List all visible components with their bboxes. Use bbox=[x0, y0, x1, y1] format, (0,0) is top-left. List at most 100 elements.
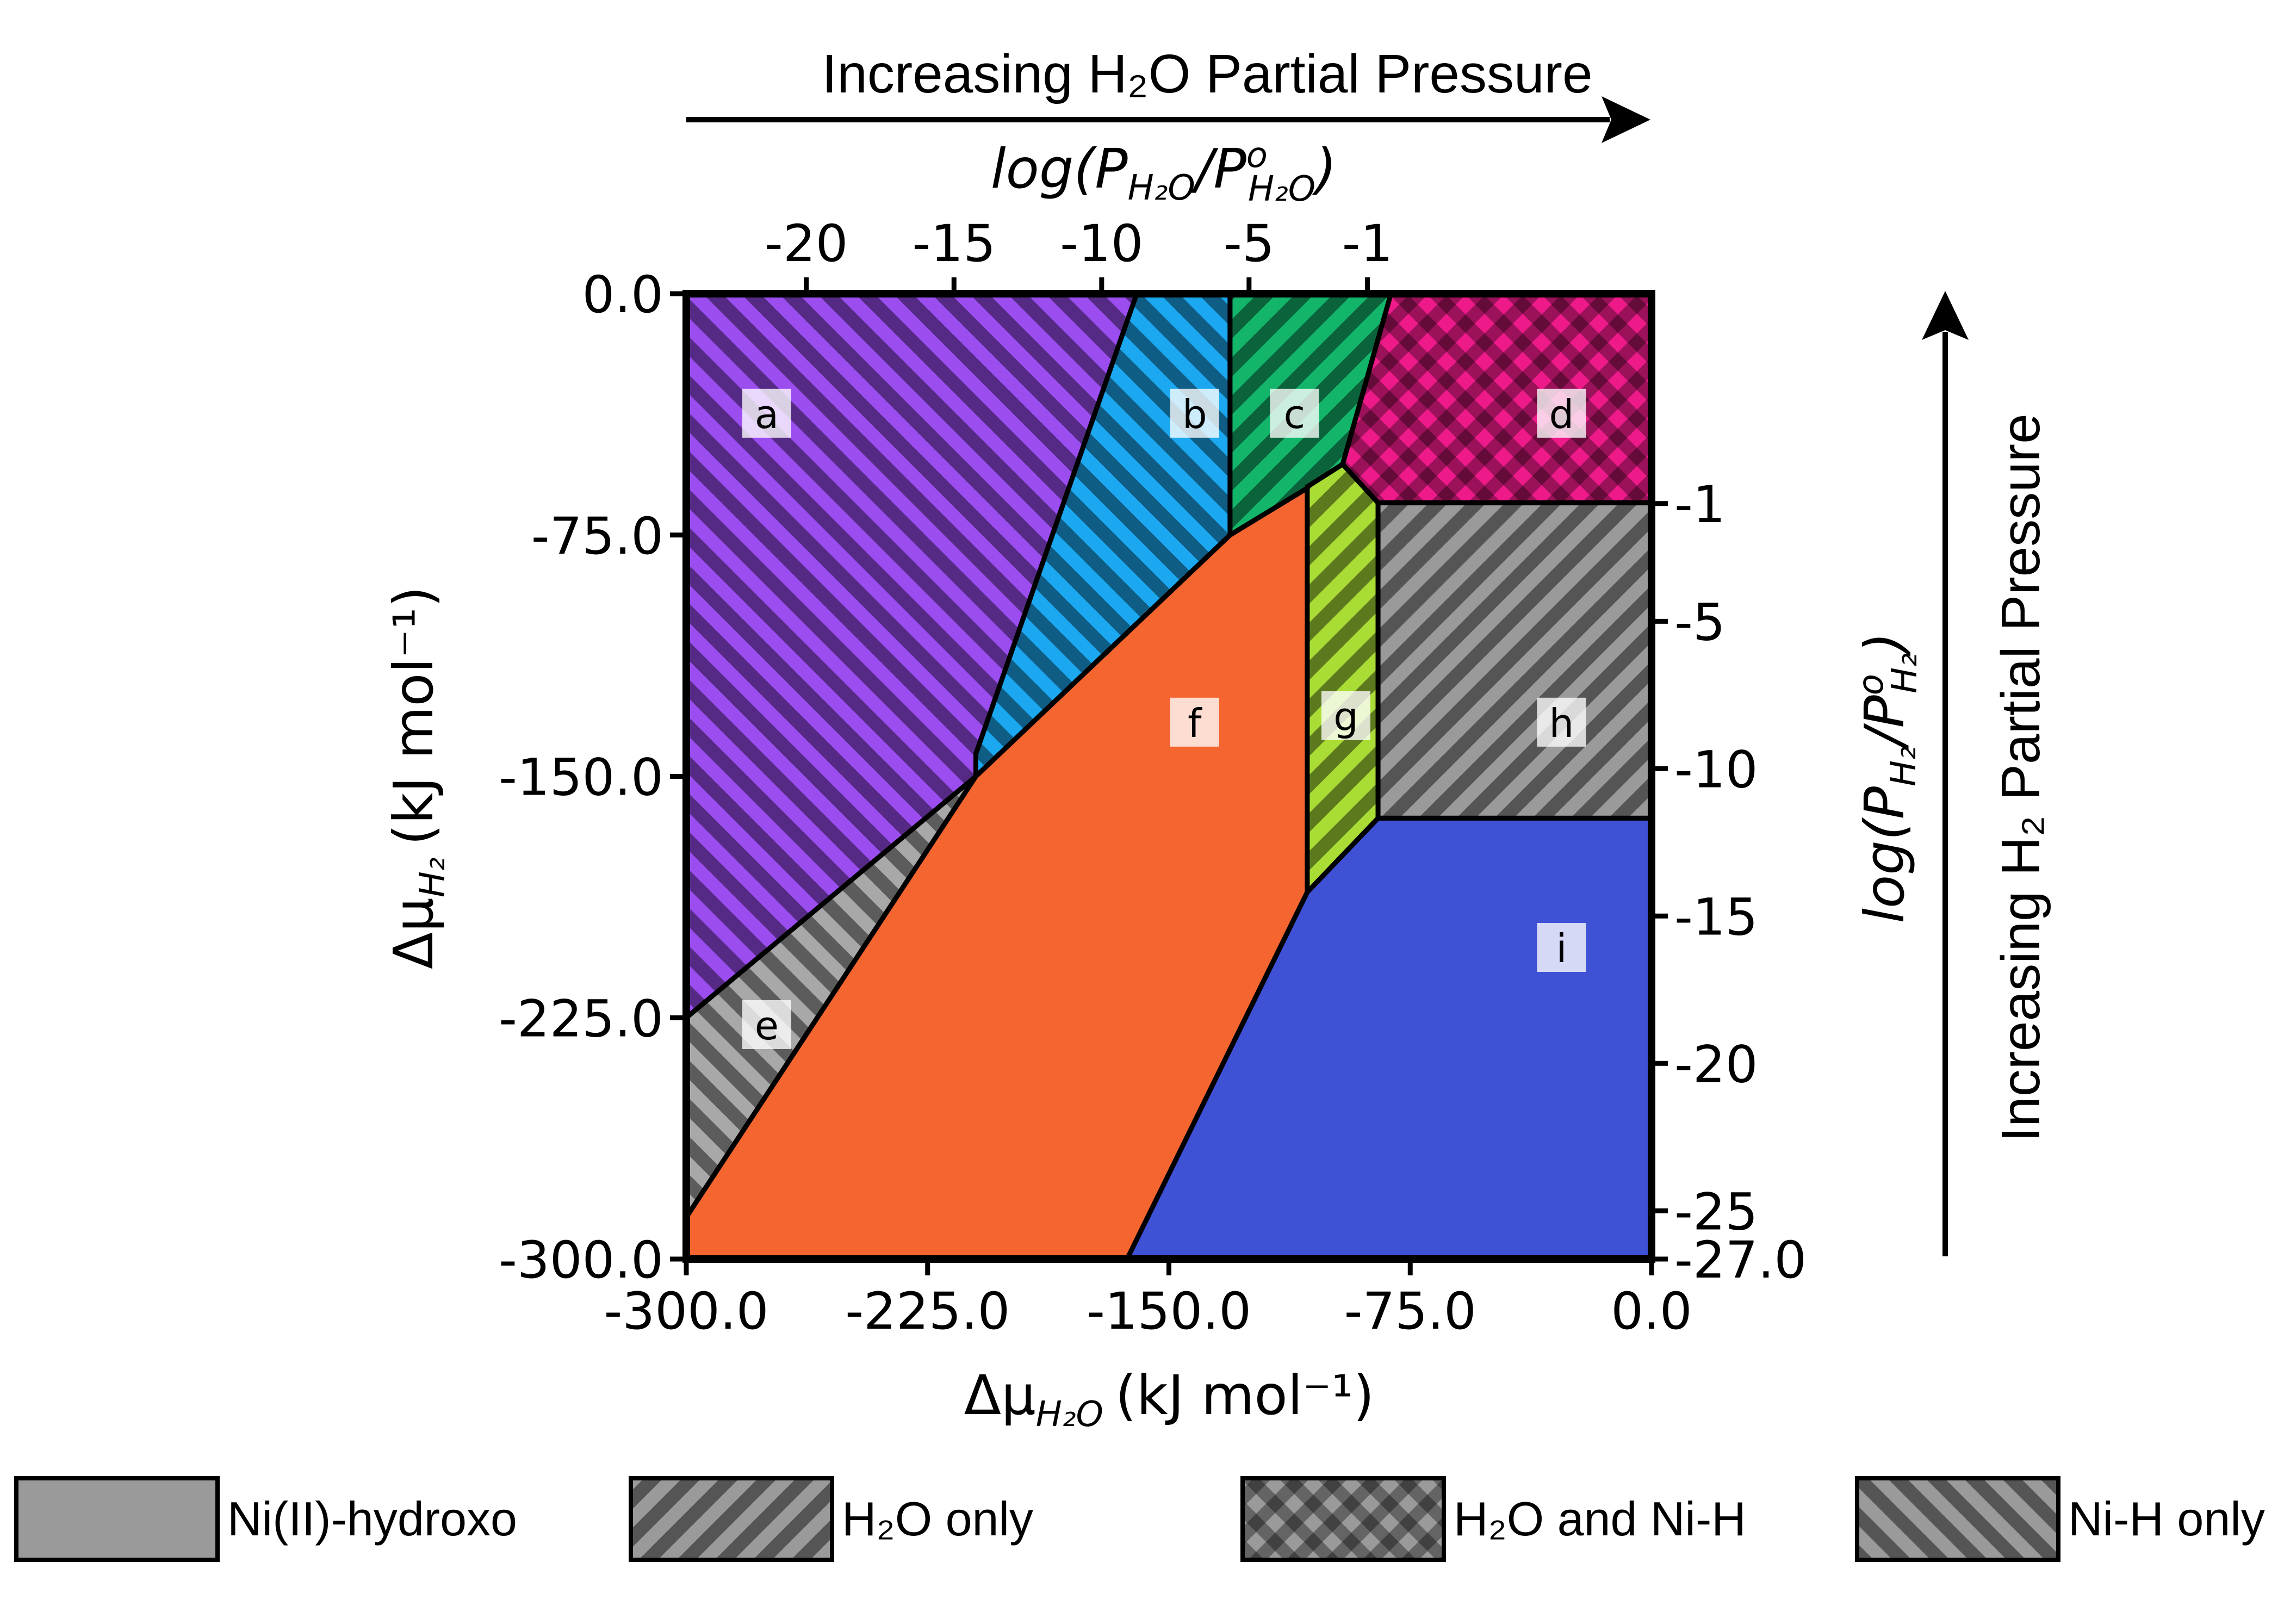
legend-swatch-border bbox=[629, 1476, 834, 1562]
region-labels-layer: a b c d e f g h i bbox=[742, 388, 1586, 1049]
legend-item-h2o-only: H₂O only bbox=[629, 1476, 1033, 1562]
legend-label: H₂O only bbox=[842, 1492, 1033, 1546]
region-label-text: c bbox=[1283, 392, 1305, 437]
region-label-box bbox=[1537, 923, 1586, 972]
legend-swatch-border bbox=[1240, 1476, 1446, 1562]
top-axis-title-sub2: H₂O bbox=[1248, 169, 1315, 209]
top-axis-title-suffix: ) bbox=[1312, 137, 1337, 201]
left-tick-label: -150.0 bbox=[499, 748, 663, 808]
region-i-fill bbox=[1127, 818, 1652, 1259]
region-label-d: d bbox=[1537, 388, 1586, 438]
region-h-hatch bbox=[1378, 503, 1652, 819]
region-label-c: c bbox=[1270, 388, 1319, 438]
region-i-border bbox=[1125, 815, 1652, 1259]
top-axis-ticks: -20 -15 -10 -5 -1 bbox=[765, 214, 1393, 294]
top-header-arrowhead bbox=[1602, 96, 1650, 143]
top-axis-title-sup: o bbox=[1246, 135, 1268, 176]
legend-swatch bbox=[16, 1478, 218, 1560]
left-tick-label: 0.0 bbox=[582, 265, 664, 325]
top-tick-label: -5 bbox=[1224, 214, 1275, 274]
region-a-hatch bbox=[686, 294, 1137, 1018]
region-label-g: g bbox=[1321, 691, 1370, 740]
right-tick-label: -20 bbox=[1674, 1035, 1758, 1094]
region-b-hatch bbox=[976, 294, 1230, 777]
top-axis-title: log(PH₂O/Po H₂O) bbox=[991, 135, 1337, 209]
region-label-text: a bbox=[755, 392, 779, 437]
region-label-text: e bbox=[755, 1003, 779, 1049]
region-d-hatch bbox=[1343, 294, 1652, 503]
legend-item-solid: Ni(II)-hydroxo bbox=[14, 1476, 517, 1562]
top-header-text: Increasing H₂O Partial Pressure bbox=[822, 44, 1592, 104]
region-label-box bbox=[742, 1000, 791, 1049]
right-axis-title-suffix: ) bbox=[1853, 632, 1916, 657]
region-label-text: f bbox=[1188, 701, 1202, 746]
top-header: Increasing H₂O Partial Pressure bbox=[686, 44, 1650, 143]
x-axis-quantity: Δμ bbox=[964, 1363, 1036, 1427]
top-tick-label: -20 bbox=[765, 214, 848, 274]
right-tick-label: -25 bbox=[1674, 1182, 1758, 1242]
bottom-tick-label: -300.0 bbox=[604, 1282, 768, 1341]
region-label-box bbox=[742, 388, 791, 438]
left-tick-label: -75.0 bbox=[531, 507, 663, 566]
top-axis-title-sub1: H₂O bbox=[1128, 168, 1195, 208]
bottom-tick-label: -150.0 bbox=[1087, 1282, 1251, 1341]
region-g-hatch bbox=[1307, 464, 1379, 892]
legend-swatch-border bbox=[14, 1476, 220, 1562]
y-axis-subscript: H₂ bbox=[413, 857, 453, 897]
right-tick-label: -5 bbox=[1674, 593, 1726, 652]
right-axis-title-mid: /P bbox=[1853, 695, 1916, 751]
region-label-text: g bbox=[1333, 694, 1358, 740]
right-tick-label: -15 bbox=[1674, 888, 1758, 947]
legend-swatch-hatch bbox=[631, 1478, 832, 1560]
region-label-b: b bbox=[1170, 388, 1219, 438]
right-tick-label: -10 bbox=[1674, 740, 1758, 799]
region-d bbox=[1340, 294, 1652, 506]
right-header-text: Increasing H₂ Partial Pressure bbox=[1990, 413, 2051, 1142]
bottom-tick-label: -225.0 bbox=[845, 1282, 1010, 1341]
y-axis-title: ΔμH₂ (kJ mol⁻¹) bbox=[382, 586, 453, 969]
region-label-text: b bbox=[1182, 392, 1207, 437]
right-axis-title: log(PH₂/PoH₂) bbox=[1851, 632, 1925, 923]
top-tick-label: -1 bbox=[1342, 214, 1393, 274]
top-tick-label: -10 bbox=[1060, 214, 1144, 274]
region-label-i: i bbox=[1537, 923, 1586, 972]
top-tick-label: -15 bbox=[913, 214, 996, 274]
left-tick-label: -225.0 bbox=[499, 989, 663, 1049]
region-h bbox=[1375, 500, 1652, 821]
regions-layer bbox=[686, 294, 1652, 1259]
x-axis-subscript: H₂O bbox=[1036, 1394, 1103, 1435]
bottom-axis-ticks: -300.0 -225.0 -150.0 -75.0 0.0 bbox=[604, 1259, 1692, 1341]
bottom-tick-label: -75.0 bbox=[1344, 1282, 1476, 1341]
y-axis-quantity: Δμ bbox=[382, 897, 445, 969]
region-label-a: a bbox=[742, 388, 791, 438]
right-axis-ticks: -1 -5 -10 -15 -20 -25-27.0 bbox=[1652, 475, 1807, 1290]
region-label-text: i bbox=[1556, 926, 1567, 971]
right-tick-label: -27.0 bbox=[1674, 1231, 1807, 1290]
legend: Ni(II)-hydroxo H₂O only H₂O and Ni-H Ni-H o… bbox=[14, 1476, 2265, 1562]
right-axis-title-sup: o bbox=[1851, 674, 1891, 695]
region-label-h: h bbox=[1537, 697, 1586, 747]
y-axis-units: (kJ mol⁻¹) bbox=[382, 586, 445, 845]
legend-swatch-hatch bbox=[1857, 1478, 2058, 1560]
legend-label: H₂O and Ni-H bbox=[1454, 1492, 1746, 1546]
region-label-box bbox=[1537, 697, 1586, 747]
x-axis-title: ΔμH₂O (kJ mol⁻¹) bbox=[964, 1363, 1375, 1435]
region-f-fill bbox=[686, 480, 1320, 1259]
right-tick-label: -1 bbox=[1674, 475, 1726, 535]
region-label-f: f bbox=[1170, 697, 1219, 747]
region-label-box bbox=[1321, 691, 1370, 740]
top-axis-title-mid: /P bbox=[1191, 137, 1247, 201]
region-label-text: h bbox=[1549, 701, 1574, 746]
left-tick-label: -300.0 bbox=[499, 1231, 663, 1290]
bottom-tick-label: 0.0 bbox=[1611, 1282, 1692, 1341]
right-axis-title-sub1: H₂ bbox=[1884, 746, 1924, 786]
region-label-box bbox=[1170, 388, 1219, 438]
region-label-box bbox=[1270, 388, 1319, 438]
region-label-e: e bbox=[742, 1000, 791, 1049]
right-header: Increasing H₂ Partial Pressure bbox=[1922, 291, 2051, 1256]
left-axis-ticks: -300.0 -225.0 -150.0 -75.0 0.0 bbox=[499, 265, 686, 1290]
region-i bbox=[1125, 815, 1652, 1259]
legend-item-h2o-and-ni-h: H₂O and Ni-H bbox=[1240, 1476, 1746, 1562]
legend-swatch-hatch bbox=[1243, 1478, 1444, 1560]
